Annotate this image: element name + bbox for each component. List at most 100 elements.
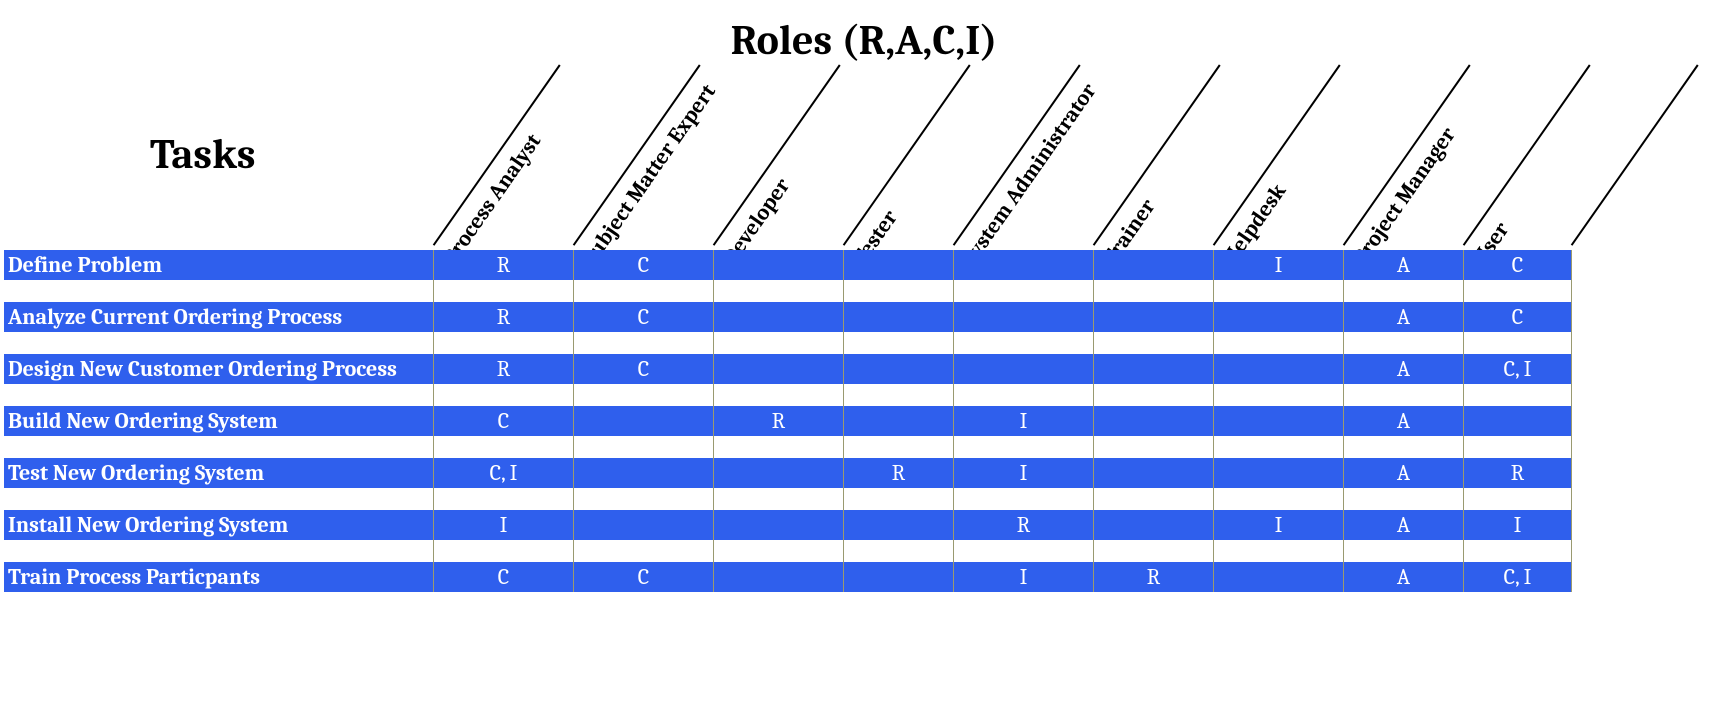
spacer-cell	[434, 540, 574, 562]
role-header-divider	[1093, 64, 1220, 245]
raci-cell	[844, 562, 954, 592]
raci-cell	[954, 354, 1094, 384]
spacer-cell	[1464, 540, 1572, 562]
raci-cell: R	[434, 302, 574, 332]
role-header-divider	[1463, 64, 1590, 245]
spacer-cell	[844, 436, 954, 458]
raci-cell: I	[434, 510, 574, 540]
raci-cell	[574, 458, 714, 488]
raci-cell	[1214, 406, 1344, 436]
raci-cell	[1464, 406, 1572, 436]
raci-cell: C	[434, 562, 574, 592]
spacer-cell	[1344, 280, 1464, 302]
spacer-cell	[434, 384, 574, 406]
raci-cell	[1094, 406, 1214, 436]
raci-cell: I	[1214, 250, 1344, 280]
spacer-cell	[1214, 488, 1344, 510]
raci-cell: A	[1344, 458, 1464, 488]
task-row: Design New Customer Ordering ProcessRCAC…	[4, 354, 1572, 384]
role-header: Subject Matter Expert	[577, 79, 721, 270]
task-name-cell: Train Process Particpants	[4, 562, 434, 592]
task-name-cell: Test New Ordering System	[4, 458, 434, 488]
spacer-cell	[1094, 332, 1214, 354]
raci-cell	[1094, 510, 1214, 540]
spacer-cell	[1464, 488, 1572, 510]
role-header-divider	[1343, 64, 1470, 245]
spacer-cell	[954, 384, 1094, 406]
raci-cell: I	[954, 458, 1094, 488]
raci-cell: R	[434, 250, 574, 280]
spacer-cell	[844, 384, 954, 406]
spacer-cell	[1344, 436, 1464, 458]
spacer-cell	[1464, 436, 1572, 458]
raci-cell	[844, 354, 954, 384]
raci-cell	[1214, 302, 1344, 332]
spacer-cell	[1094, 540, 1214, 562]
raci-cell	[1094, 458, 1214, 488]
raci-cell: C, I	[1464, 354, 1572, 384]
spacer-cell	[844, 488, 954, 510]
raci-cell	[714, 510, 844, 540]
spacer-cell	[1214, 436, 1344, 458]
task-name-cell: Define Problem	[4, 250, 434, 280]
role-header: Project Manager	[1347, 122, 1461, 270]
spacer-cell	[844, 540, 954, 562]
spacer-cell	[714, 332, 844, 354]
raci-cell: R	[1464, 458, 1572, 488]
raci-cell: A	[1344, 250, 1464, 280]
role-header: Process Analyst	[437, 129, 547, 270]
spacer-cell	[434, 332, 574, 354]
spacer-cell	[574, 332, 714, 354]
spacer-cell	[714, 384, 844, 406]
role-header-divider	[1571, 64, 1698, 245]
spacer-cell	[1094, 384, 1214, 406]
raci-cell: C	[574, 250, 714, 280]
raci-cell: A	[1344, 354, 1464, 384]
raci-cell	[1214, 458, 1344, 488]
raci-cell: C, I	[434, 458, 574, 488]
spacer-cell	[1344, 332, 1464, 354]
raci-cell: C	[1464, 250, 1572, 280]
raci-cell: C	[574, 354, 714, 384]
spacer-cell	[4, 332, 434, 354]
raci-cell: C, I	[1464, 562, 1572, 592]
role-header-divider	[573, 64, 700, 245]
role-header: System Administrator	[957, 78, 1102, 270]
raci-cell: C	[574, 302, 714, 332]
raci-cell: R	[954, 510, 1094, 540]
raci-cell: I	[954, 562, 1094, 592]
spacer-cell	[954, 332, 1094, 354]
spacer-cell	[4, 540, 434, 562]
spacer-row	[4, 384, 1572, 406]
raci-cell: A	[1344, 302, 1464, 332]
spacer-cell	[1464, 332, 1572, 354]
role-header-divider	[953, 64, 1080, 245]
raci-cell	[844, 302, 954, 332]
spacer-cell	[1464, 384, 1572, 406]
raci-cell: A	[1344, 510, 1464, 540]
raci-cell	[1214, 354, 1344, 384]
raci-cell: I	[1464, 510, 1572, 540]
spacer-cell	[954, 488, 1094, 510]
task-name-cell: Build New Ordering System	[4, 406, 434, 436]
spacer-cell	[4, 488, 434, 510]
raci-cell	[1214, 562, 1344, 592]
spacer-cell	[1094, 488, 1214, 510]
spacer-cell	[574, 540, 714, 562]
raci-grid: Define ProblemRCIACAnalyze Current Order…	[4, 250, 1572, 592]
raci-cell: C	[434, 406, 574, 436]
spacer-cell	[4, 280, 434, 302]
spacer-cell	[574, 488, 714, 510]
raci-cell	[844, 406, 954, 436]
raci-cell	[954, 250, 1094, 280]
raci-cell: A	[1344, 406, 1464, 436]
raci-cell: R	[714, 406, 844, 436]
spacer-cell	[714, 436, 844, 458]
spacer-row	[4, 280, 1572, 302]
spacer-cell	[714, 280, 844, 302]
raci-cell: A	[1344, 562, 1464, 592]
spacer-cell	[1094, 436, 1214, 458]
spacer-row	[4, 488, 1572, 510]
raci-cell	[714, 250, 844, 280]
spacer-cell	[1344, 384, 1464, 406]
